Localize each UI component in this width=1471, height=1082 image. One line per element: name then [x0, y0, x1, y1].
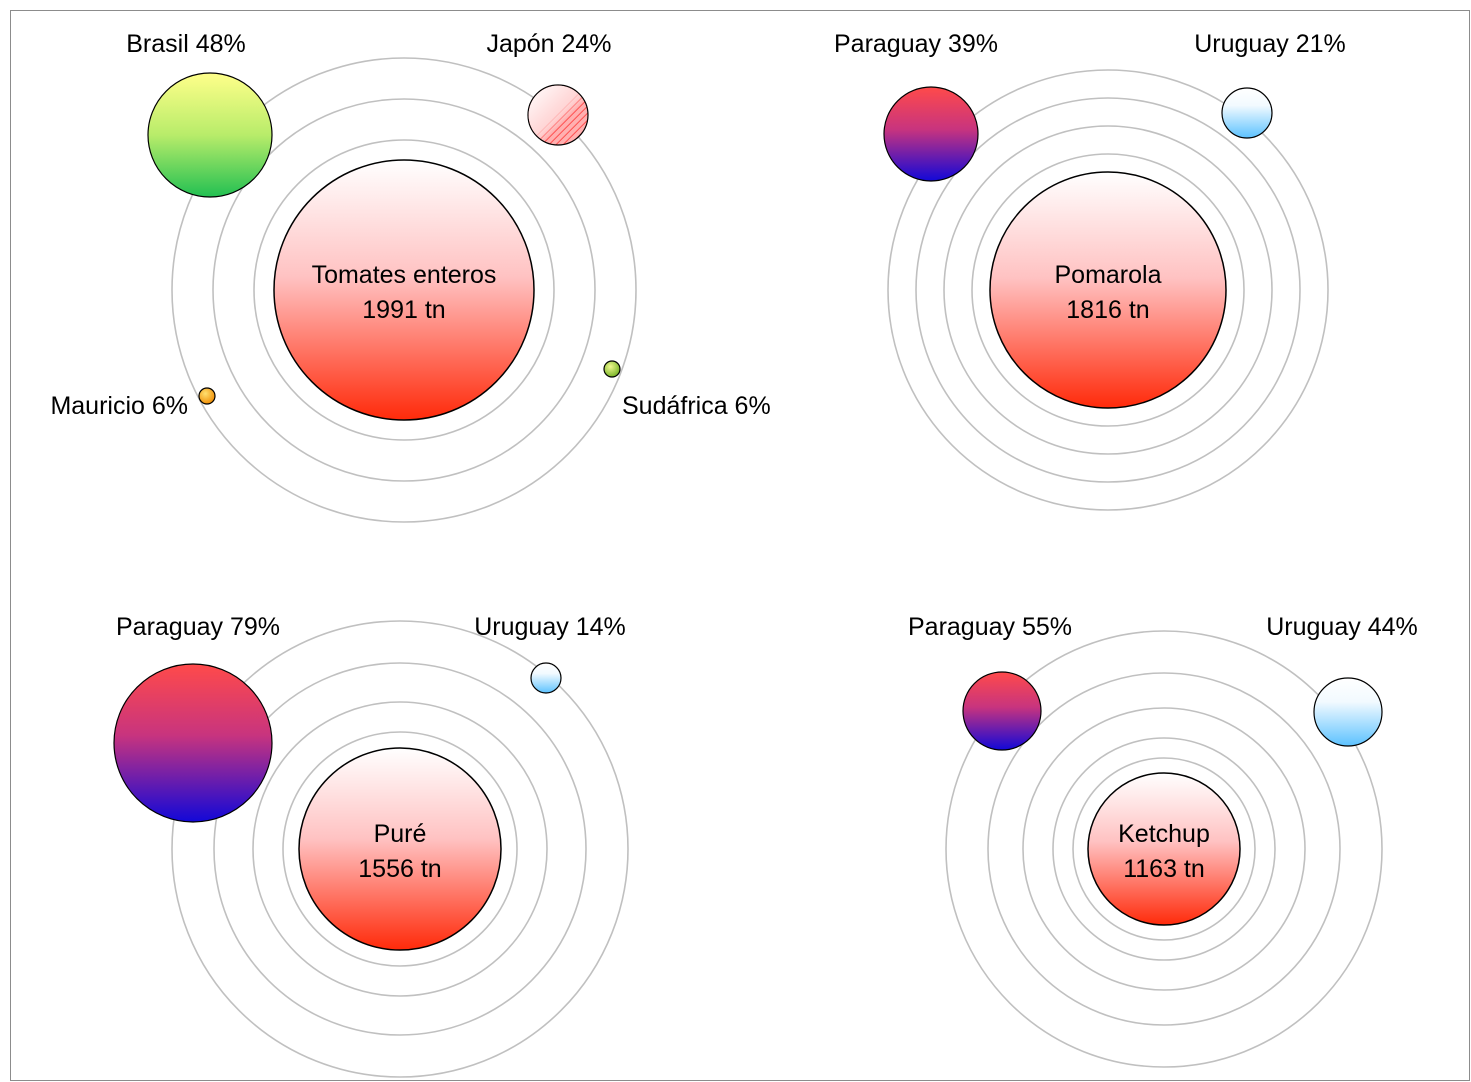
chart-panel-2: Pomarola 1816 tn Paraguay 39% Uruguay 21%: [834, 30, 1346, 511]
orbit-ring: [171, 57, 637, 523]
destination-label: Sudáfrica 6%: [622, 392, 771, 420]
center-value-label: 1556 tn: [358, 855, 441, 883]
destination-label: Japón 24%: [486, 30, 611, 58]
destination-bubble-paraguay: [883, 86, 979, 182]
destination-bubble-uruguay: [530, 662, 562, 694]
orbit-ring: [1022, 707, 1306, 991]
orbit-ring: [1052, 737, 1276, 961]
orbit-ring: [213, 662, 587, 1036]
center-label: Pomarola: [1055, 261, 1162, 289]
destination-bubble-paraguay: [962, 671, 1042, 751]
orbit-ring: [987, 672, 1341, 1026]
center-value-label: 1163 tn: [1123, 855, 1205, 883]
orbit-ring: [252, 701, 548, 997]
destination-label: Uruguay 21%: [1194, 30, 1345, 58]
destination-bubble-uruguay: [1313, 677, 1383, 747]
orbit-ring: [253, 139, 555, 441]
center-label: Ketchup: [1118, 820, 1210, 848]
destination-bubble-brasil: [147, 72, 273, 198]
center-bubble: [273, 159, 535, 421]
orbit-ring: [915, 97, 1301, 483]
destination-label: Uruguay 44%: [1266, 613, 1417, 641]
destination-label: Paraguay 79%: [116, 613, 280, 641]
center-value-label: 1991 tn: [362, 296, 445, 324]
chart-panel-3: Puré 1556 tn Paraguay 79% Uruguay 14%: [113, 613, 629, 1078]
orbit-ring: [971, 153, 1245, 427]
orbit-ring: [945, 630, 1383, 1068]
chart-panel-1: Tomates enteros 1991 tn Brasil 48% Japón 24…: [50, 30, 771, 523]
orbit-ring: [943, 125, 1273, 455]
destination-label: Brasil 48%: [126, 30, 246, 58]
orbit-ring: [282, 731, 518, 967]
destination-bubble-mauricio: [198, 387, 216, 405]
center-value-label: 1816 tn: [1066, 296, 1149, 324]
center-label: Puré: [374, 820, 427, 848]
destination-label: Paraguay 39%: [834, 30, 998, 58]
orbit-ring: [887, 69, 1329, 511]
center-bubble: [989, 171, 1227, 409]
orbit-ring: [212, 98, 596, 482]
destination-label: Paraguay 55%: [908, 613, 1072, 641]
orbit-ring: [1072, 757, 1256, 941]
destination-bubble-highlight: [528, 85, 588, 145]
destination-label: Mauricio 6%: [50, 392, 188, 420]
destination-bubble-uruguay: [1221, 87, 1273, 139]
center-label: Tomates enteros: [312, 261, 497, 289]
destination-bubble-paraguay: [113, 663, 273, 823]
center-bubble: [1087, 772, 1241, 926]
chart-frame: [10, 10, 1470, 1081]
center-bubble: [298, 747, 502, 951]
destination-label: Uruguay 14%: [474, 613, 625, 641]
chart-panel-4: Ketchup 1163 tn Paraguay 55% Uruguay 44%: [908, 613, 1418, 1068]
orbit-ring: [171, 620, 629, 1078]
destination-bubble-sudáfrica: [603, 360, 621, 378]
